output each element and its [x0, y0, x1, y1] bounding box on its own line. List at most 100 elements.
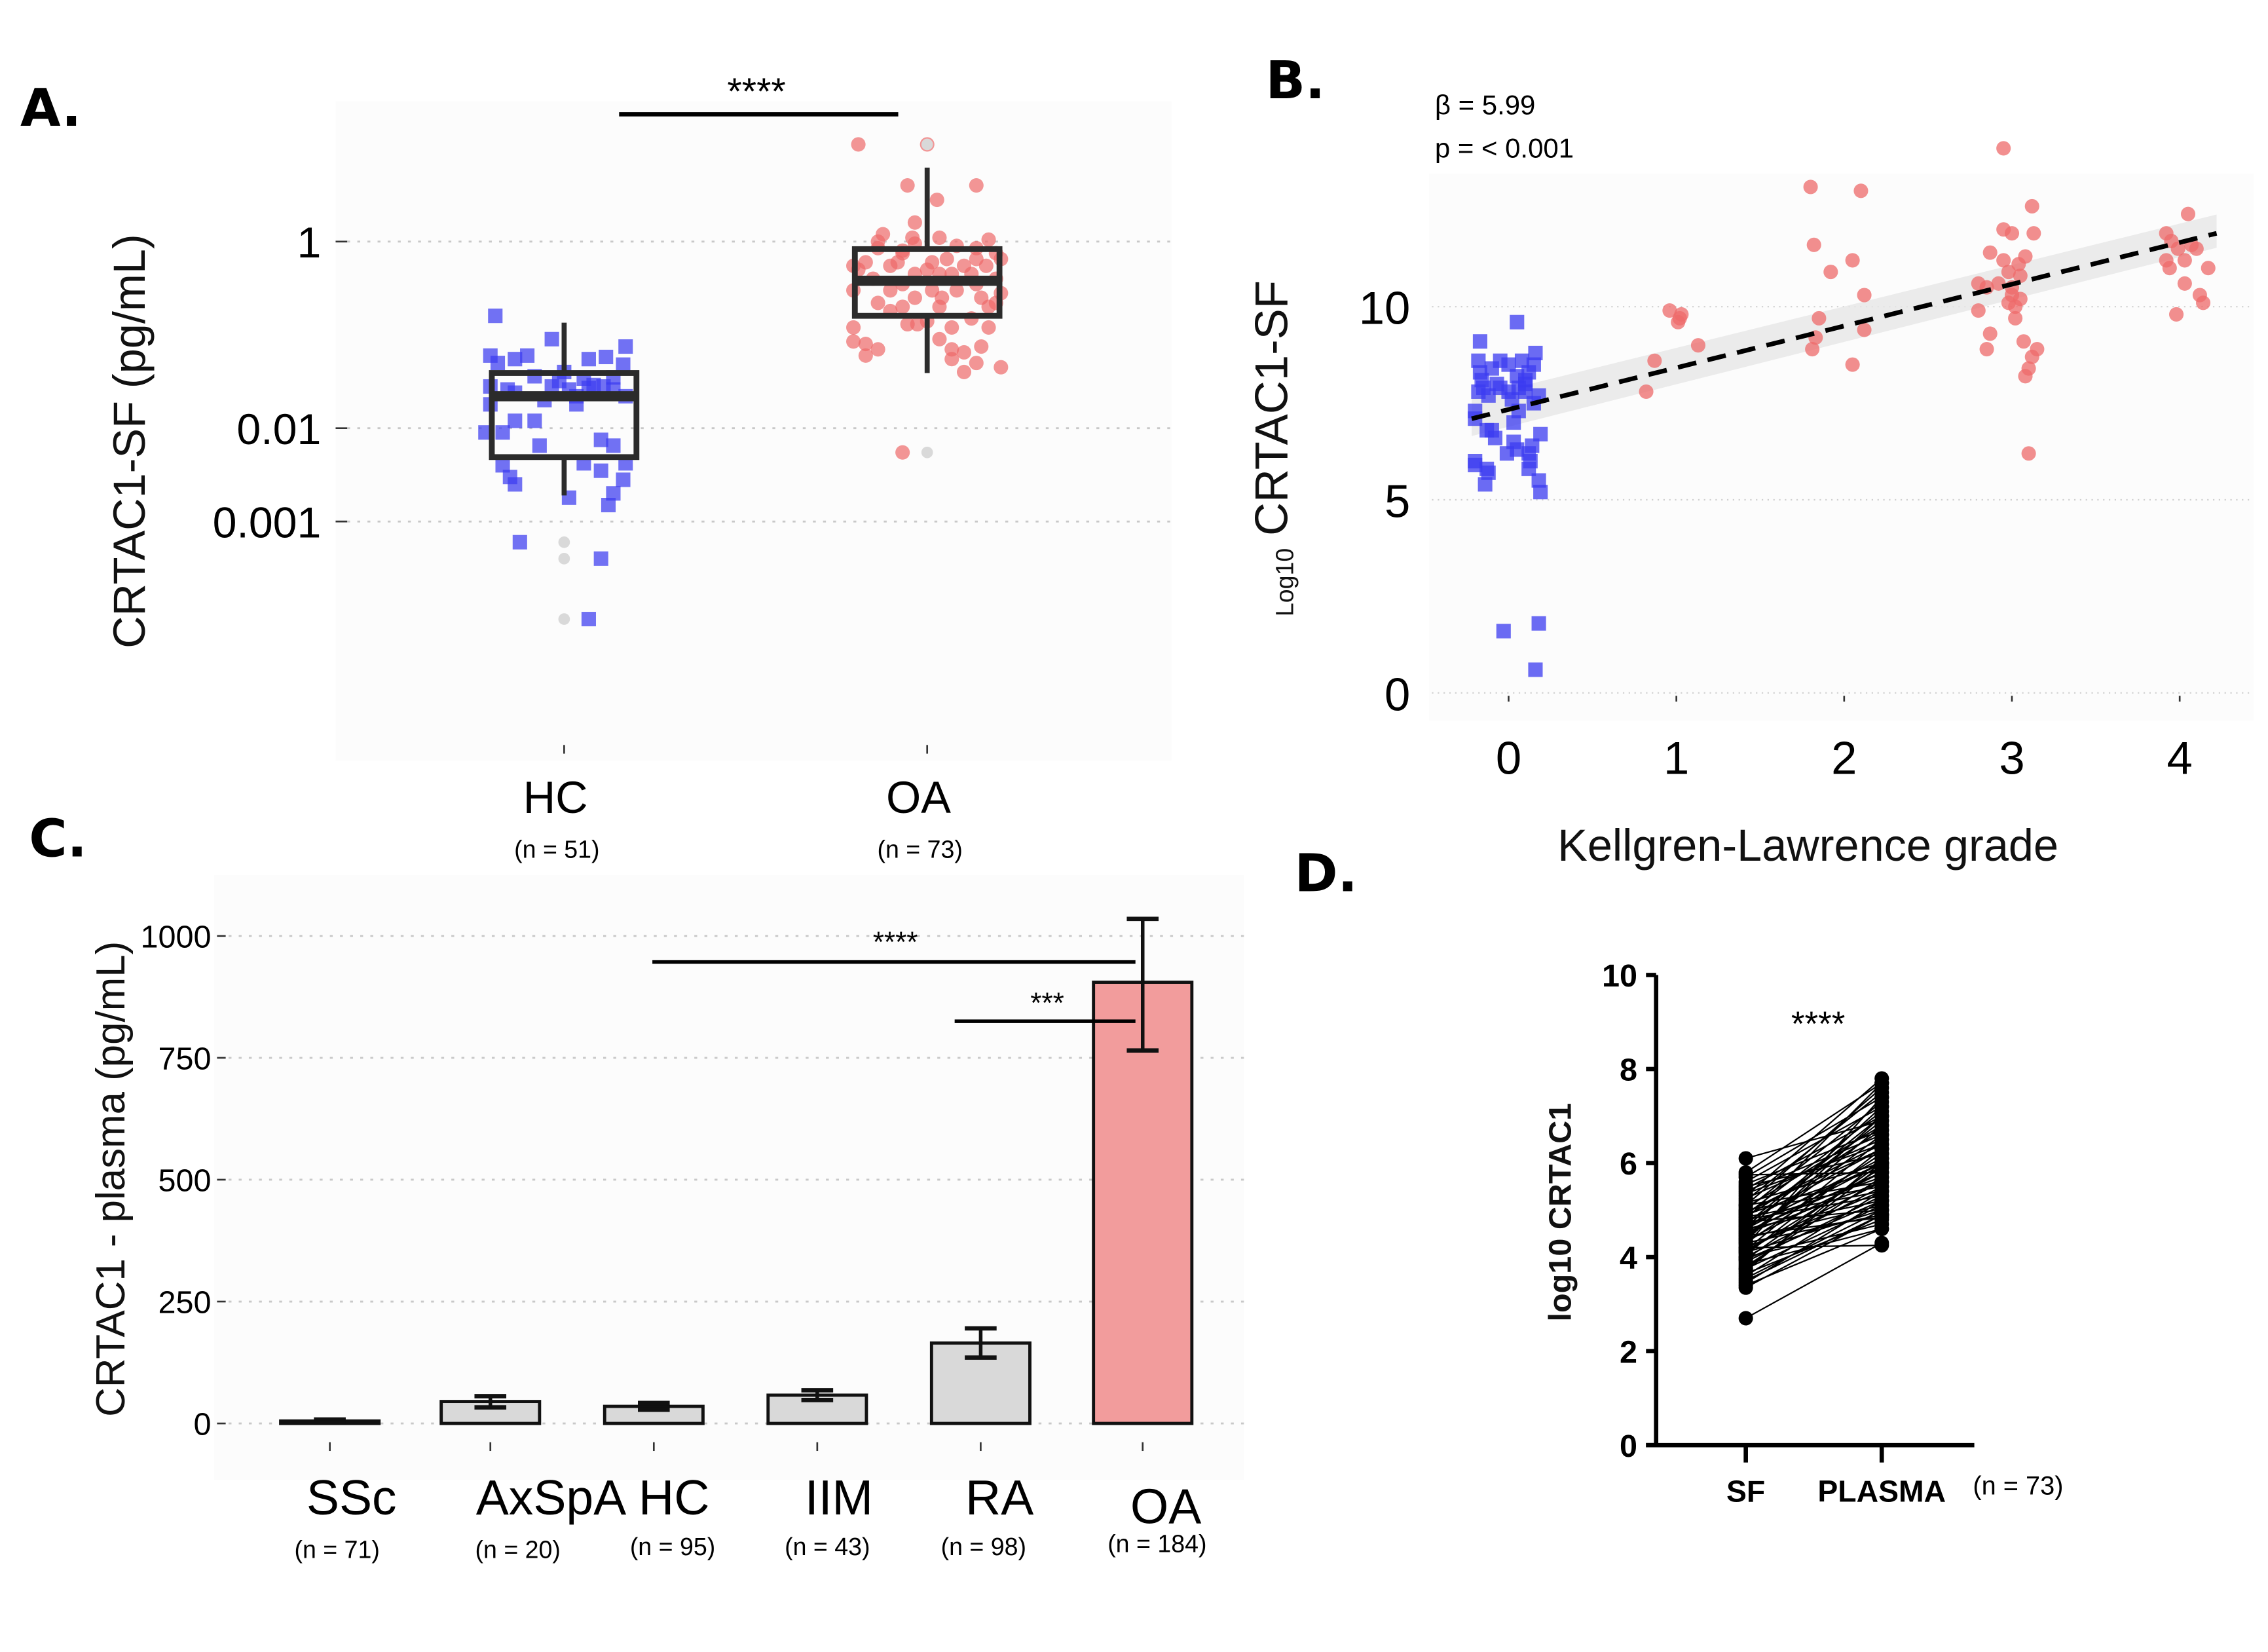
panel-b-point-kl0 — [1484, 361, 1499, 376]
panel-b-point-kl-high — [2196, 295, 2211, 310]
panel-b-point-kl-high — [2004, 226, 2020, 241]
panel-d-x-tick-label: SF — [1726, 1474, 1765, 1508]
panel-b-point-kl-high — [2018, 369, 2033, 384]
panel-b-point-kl0 — [1533, 426, 1548, 441]
panel-d-point-plasma — [1874, 1123, 1889, 1138]
panel-d-point-sf — [1738, 1311, 1753, 1326]
panel-b-beta-stat: β = 5.99 — [1435, 89, 1536, 120]
panel-b-point-kl-high — [1823, 265, 1838, 280]
panel-d-pair-line — [1745, 1148, 1882, 1213]
panel-b-point-kl-high — [1996, 141, 2011, 156]
panel-b-point-kl-high — [2013, 268, 2028, 284]
panel-a-point-oa — [994, 360, 1009, 375]
panel-b-point-kl-high — [1853, 183, 1868, 198]
panel-a-y-axis-label: CRTAC1-SF (pg/mL) — [104, 234, 155, 648]
panel-c-n-label: (n = 95) — [630, 1533, 715, 1560]
panel-b-point-kl-high — [1979, 342, 1994, 357]
panel-b-x-tick-label: 0 — [1496, 732, 1521, 783]
panel-a-point-hc — [593, 432, 608, 447]
panel-a-point-oa — [944, 320, 959, 335]
panel-b-point-kl-high — [2180, 206, 2196, 221]
panel-a-point-oa — [969, 356, 984, 371]
panel-b-point-kl0 — [1510, 314, 1525, 329]
panel-d-point-plasma — [1874, 1184, 1889, 1199]
panel-a-x-tick-label: HC — [523, 772, 588, 823]
panel-c-x-tick-label: SSc — [307, 1470, 397, 1525]
panel-a-point-hc — [593, 551, 608, 566]
panel-a-point-hc — [606, 438, 621, 453]
panel-d-pair-line — [1745, 1214, 1882, 1288]
panel-a-point-hc — [488, 309, 503, 324]
panel-d-pair-line — [1745, 1153, 1882, 1244]
panel-d-y-tick-label: 4 — [1620, 1241, 1637, 1276]
panel-d-pair-line — [1745, 1205, 1882, 1270]
panel-a-point-oa — [929, 193, 944, 208]
panel-d-pair-line — [1745, 1115, 1882, 1241]
panel-a-point-hc — [508, 477, 523, 492]
panel-d-significance: **** — [1791, 1005, 1846, 1043]
panel-d-pair-line — [1745, 1165, 1882, 1269]
panel-b-point-kl-high — [1805, 342, 1820, 357]
panel-a-point-oa — [895, 445, 910, 460]
panel-a-point-oa — [846, 334, 861, 349]
panel-a-point-oa — [949, 283, 964, 298]
panel-c-y-tick-label: 750 — [158, 1042, 211, 1077]
panel-b-point-kl0 — [1514, 353, 1530, 368]
panel-a-point-hc — [508, 413, 523, 428]
panel-d-pair-line — [1745, 1190, 1882, 1277]
panel-c-bar-group-axspa — [439, 1394, 542, 1425]
panel-a-point-oa — [981, 232, 996, 247]
panel-c-y-tick-label: 500 — [158, 1163, 211, 1199]
panel-a-point-oa — [944, 352, 959, 367]
panel-d-pair-line — [1745, 1129, 1882, 1185]
panel-b-point-kl0 — [1533, 485, 1548, 500]
panel-b-x-axis-label: Kellgren-Lawrence grade — [1557, 820, 2058, 871]
panel-a-point-oa — [900, 178, 915, 193]
panel-a-point-hc — [520, 348, 535, 363]
panel-d-pair-line — [1745, 1143, 1882, 1195]
panel-b-point-kl-high — [2018, 249, 2033, 264]
panel-a-point-oa — [956, 345, 972, 360]
panel-a-point-oa — [858, 348, 873, 363]
panel-d-point-plasma — [1874, 1158, 1889, 1173]
panel-b-x-tick-label: 1 — [1664, 732, 1689, 783]
panel-label-a: A. — [20, 77, 81, 138]
panel-b-point-kl-high — [2162, 261, 2177, 276]
panel-b-point-kl-high — [2177, 276, 2192, 291]
panel-d-point-sf — [1738, 1262, 1753, 1277]
panel-a-point-oa — [925, 283, 940, 298]
panel-d-pair-line — [1745, 1101, 1882, 1211]
panel-c-bar-group-ra — [929, 1326, 1032, 1425]
panel-a-point-hc — [527, 413, 542, 428]
panel-d-n-label: (n = 73) — [1973, 1471, 2063, 1500]
panel-c-bar-chart: 0 250 500 750 1000 CRTAC1 - plasma (pg/mL) S… — [88, 875, 1244, 1563]
panel-c-n-label: (n = 184) — [1107, 1530, 1206, 1558]
panel-c-x-tick-label: AxSpA — [476, 1470, 627, 1525]
panel-a-point-oa — [858, 337, 873, 352]
panel-a-outlier — [558, 552, 570, 565]
panel-d-pair-line — [1745, 1082, 1883, 1220]
panel-d-pair-line — [1745, 1087, 1882, 1206]
panel-a-point-hc — [581, 352, 596, 367]
panel-d-pair-line — [1745, 1181, 1882, 1235]
panel-b-y-label-prefix: Log10 — [1271, 548, 1298, 616]
panel-a-n-label: (n = 73) — [877, 836, 962, 863]
panel-d-pair-line — [1745, 1242, 1882, 1319]
panel-a-point-oa — [932, 331, 947, 347]
panel-d-pair-line — [1745, 1181, 1882, 1251]
panel-d-point-sf — [1738, 1228, 1753, 1243]
panel-d-y-tick-label: 10 — [1602, 958, 1637, 994]
panel-b-point-kl-high — [1803, 179, 1818, 195]
panel-b-y-tick-label: 5 — [1385, 476, 1410, 527]
panel-b-point-kl-high — [1812, 310, 1827, 326]
panel-a-box-hc — [489, 322, 640, 496]
panel-c-y-axis-label: CRTAC1 - plasma (pg/mL) — [88, 941, 134, 1417]
panel-a-box-oa — [851, 167, 1003, 373]
panel-b-point-kl0 — [1531, 473, 1546, 488]
panel-c-bar-group-hc — [603, 1400, 705, 1425]
panel-a-point-oa — [890, 255, 905, 270]
panel-c-y-tick-label: 250 — [158, 1285, 211, 1321]
panel-b-point-kl0 — [1521, 461, 1536, 476]
panel-b-x-tick-label: 2 — [1831, 732, 1857, 783]
